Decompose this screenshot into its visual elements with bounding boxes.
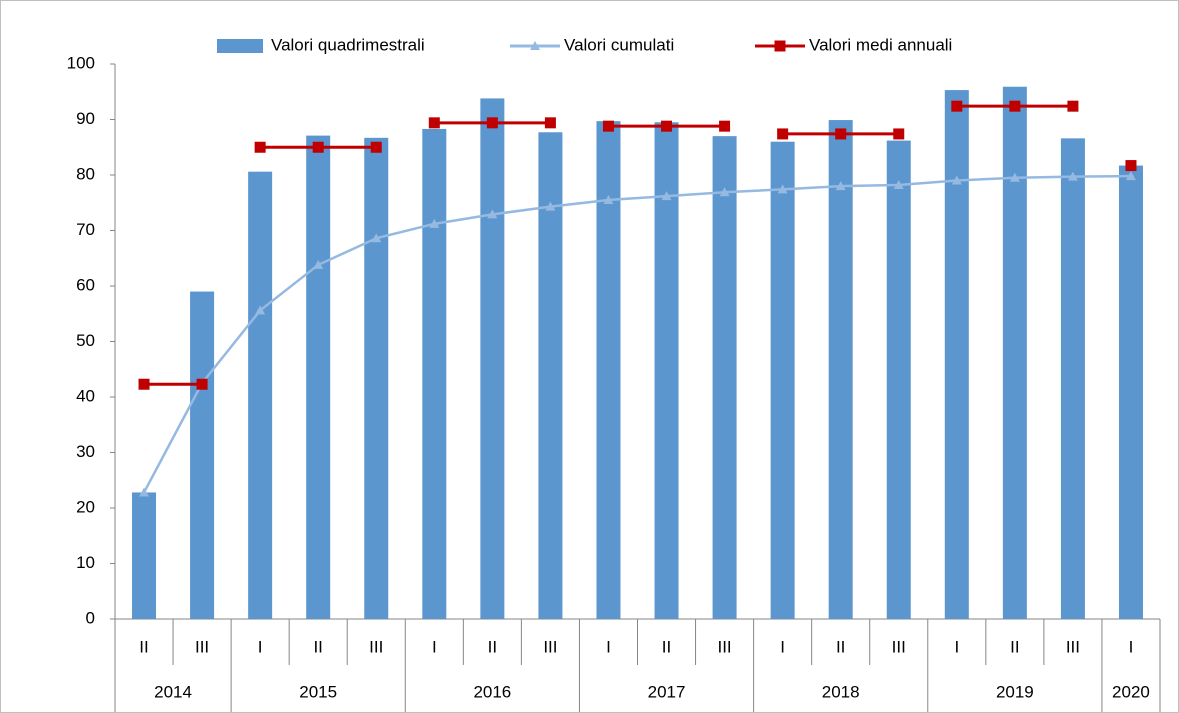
x-tick-label: II	[836, 637, 845, 656]
marker	[603, 194, 614, 204]
x-group-label: 2015	[299, 682, 337, 701]
bar	[1002, 86, 1027, 619]
legend-label: Valori quadrimestrali	[271, 35, 425, 54]
marker	[255, 305, 266, 315]
marker	[835, 181, 846, 191]
legend-label: Valori cumulati	[564, 35, 674, 54]
marker	[777, 128, 789, 140]
bar	[654, 122, 679, 620]
x-group-label: 2020	[1112, 682, 1150, 701]
y-tick-label: 70	[76, 220, 95, 239]
marker	[1009, 100, 1021, 112]
legend-label: Valori medi annuali	[809, 35, 952, 54]
marker	[544, 117, 556, 129]
bar	[1060, 138, 1085, 619]
bar	[480, 98, 505, 619]
bar	[538, 132, 563, 619]
bar	[770, 141, 795, 619]
bar	[886, 140, 911, 619]
marker	[661, 120, 673, 132]
x-tick-label: I	[258, 637, 263, 656]
bar	[132, 492, 157, 619]
marker	[428, 117, 440, 129]
y-tick-label: 100	[67, 53, 95, 72]
x-tick-label: III	[892, 637, 906, 656]
marker	[1125, 171, 1136, 181]
x-tick-label: II	[488, 637, 497, 656]
x-tick-label: II	[139, 637, 148, 656]
marker	[661, 191, 672, 201]
y-tick-label: 90	[76, 109, 95, 128]
bar	[1118, 165, 1143, 619]
marker	[312, 141, 324, 153]
x-group-label: 2017	[648, 682, 686, 701]
bar	[422, 128, 447, 619]
marker	[777, 184, 788, 194]
legend-marker	[530, 41, 540, 50]
x-tick-label: I	[1129, 637, 1134, 656]
marker	[139, 487, 150, 497]
marker	[1067, 100, 1079, 112]
legend-marker	[774, 40, 786, 52]
marker	[371, 233, 382, 243]
x-tick-label: III	[369, 637, 383, 656]
bar	[596, 121, 621, 619]
marker	[313, 259, 324, 269]
marker	[196, 378, 208, 390]
marker	[835, 128, 847, 140]
y-tick-label: 30	[76, 442, 95, 461]
x-group-label: 2018	[822, 682, 860, 701]
x-tick-label: I	[954, 637, 959, 656]
bar	[248, 171, 273, 620]
x-tick-label: III	[1066, 637, 1080, 656]
marker	[719, 187, 730, 197]
bar	[944, 90, 969, 619]
x-group-label: 2016	[473, 682, 511, 701]
marker	[602, 120, 614, 132]
marker	[1067, 171, 1078, 181]
marker	[1125, 160, 1137, 172]
marker	[893, 128, 905, 140]
x-group-label: 2019	[996, 682, 1034, 701]
x-tick-label: I	[780, 637, 785, 656]
marker	[486, 117, 498, 129]
line	[142, 174, 1131, 494]
x-tick-label: III	[717, 637, 731, 656]
marker	[429, 218, 440, 228]
x-group-label: 2014	[154, 682, 192, 701]
x-tick-label: III	[195, 637, 209, 656]
x-tick-label: II	[313, 637, 322, 656]
marker	[1009, 172, 1020, 182]
bar	[712, 136, 737, 619]
x-tick-label: II	[662, 637, 671, 656]
x-tick-label: I	[606, 637, 611, 656]
marker	[138, 378, 150, 390]
marker	[545, 201, 556, 211]
marker	[719, 120, 731, 132]
marker	[487, 209, 498, 219]
marker	[893, 179, 904, 189]
bar	[828, 120, 853, 620]
y-tick-label: 40	[76, 386, 95, 405]
legend-swatch	[217, 39, 263, 53]
bar	[364, 137, 389, 619]
x-tick-label: II	[1010, 637, 1019, 656]
bar	[190, 291, 215, 619]
x-tick-label: I	[432, 637, 437, 656]
marker	[370, 141, 382, 153]
y-tick-label: 80	[76, 164, 95, 183]
x-tick-label: III	[543, 637, 557, 656]
y-tick-label: 60	[76, 275, 95, 294]
y-tick-label: 50	[76, 331, 95, 350]
y-tick-label: 0	[86, 608, 95, 627]
marker	[254, 141, 266, 153]
marker	[951, 100, 963, 112]
y-tick-label: 10	[76, 553, 95, 572]
bar	[306, 135, 331, 619]
marker	[951, 175, 962, 185]
y-tick-label: 20	[76, 497, 95, 516]
